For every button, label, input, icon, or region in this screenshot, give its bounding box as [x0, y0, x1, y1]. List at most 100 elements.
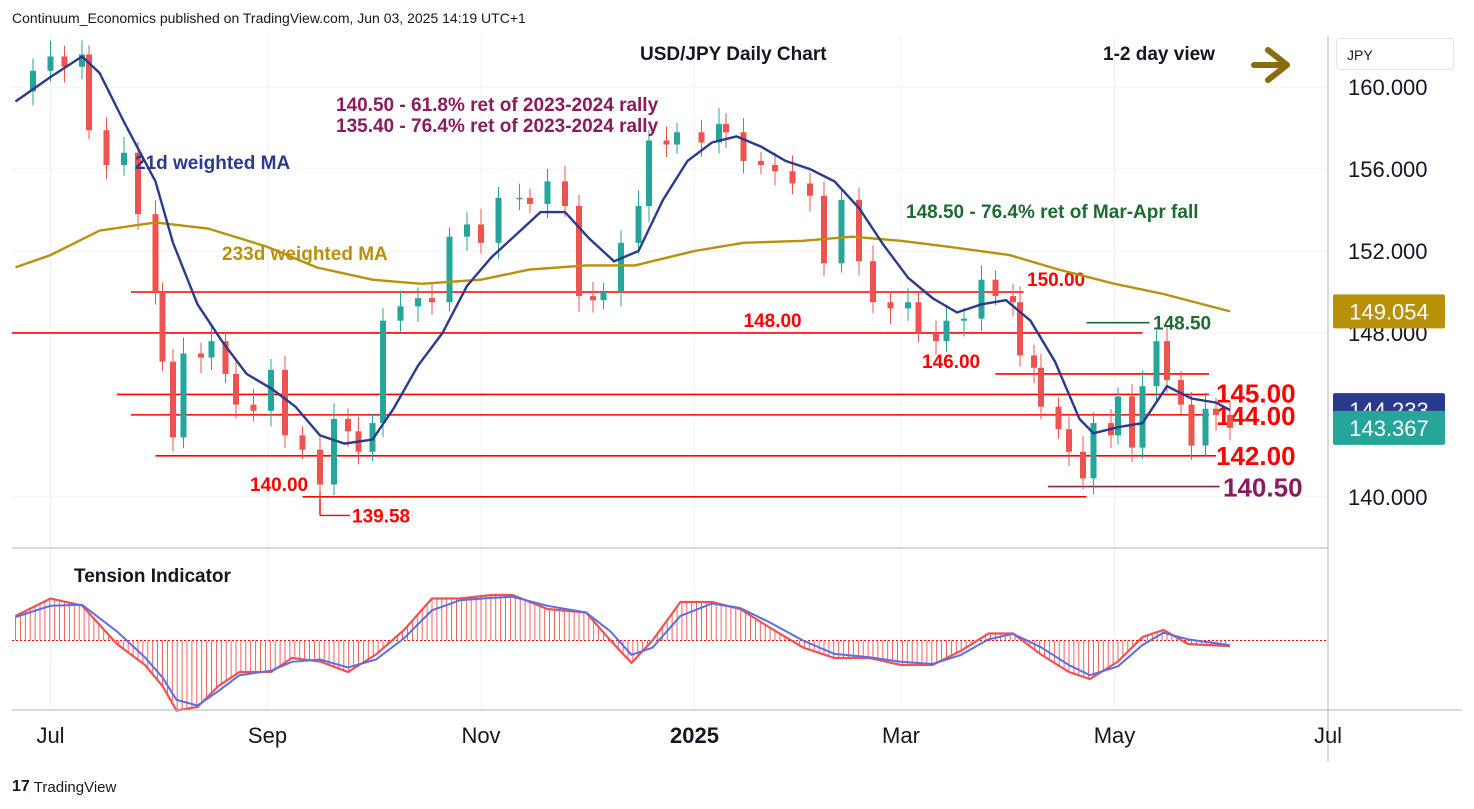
currency-button[interactable]: JPY	[1336, 38, 1454, 70]
tradingview-brand[interactable]: 17 TradingView	[12, 778, 116, 796]
support-resistance-levels: 150.00148.00146.00145.00144.00142.00140.…	[12, 270, 1303, 527]
candle-body	[1038, 367, 1044, 407]
candle-body	[86, 54, 92, 131]
candle	[464, 211, 470, 251]
candle-body	[464, 224, 470, 237]
candle	[331, 403, 337, 496]
candle-body	[121, 152, 127, 166]
candle-body	[135, 152, 141, 215]
candle-body	[1055, 406, 1062, 430]
candle	[915, 293, 922, 343]
right-arrow-icon	[1251, 47, 1290, 83]
candle	[1055, 397, 1062, 439]
candle	[516, 183, 523, 211]
candle	[576, 195, 582, 312]
candle-body	[198, 353, 204, 358]
candle	[1066, 416, 1072, 466]
level-label-146.00: 146.00	[922, 352, 980, 373]
candle-body	[1108, 423, 1114, 436]
candle-body	[1202, 408, 1209, 446]
candle-body	[646, 140, 652, 206]
level-label-148.50: 148.50	[1153, 314, 1211, 335]
candle-body	[79, 54, 85, 67]
candle-body	[1080, 451, 1086, 479]
candle-body	[905, 302, 911, 309]
candle-body	[1090, 423, 1097, 479]
candle-body	[576, 205, 582, 297]
candle	[86, 45, 92, 140]
candle	[1164, 327, 1170, 393]
candle-body	[740, 132, 747, 161]
candlesticks	[30, 40, 1233, 499]
candle	[933, 320, 939, 356]
candle-body	[887, 302, 894, 309]
candle	[1031, 344, 1037, 384]
candle-body	[807, 183, 813, 196]
candle-body	[415, 298, 421, 307]
candle	[887, 291, 894, 325]
candle	[380, 308, 386, 438]
candle-body	[789, 171, 796, 184]
candle	[905, 288, 911, 321]
candle	[355, 417, 362, 465]
candle	[299, 426, 306, 459]
candle-body	[495, 197, 502, 243]
candle-body	[369, 423, 376, 452]
annotation-4: 148.50 - 76.4% ret of Mar-Apr fall	[906, 202, 1199, 223]
candle	[61, 45, 68, 83]
candle-body	[562, 181, 568, 206]
candle	[856, 187, 862, 276]
price-label-text-last: 143.367	[1349, 416, 1429, 441]
candle-body	[527, 197, 533, 204]
x-tick-label: May	[1094, 723, 1136, 748]
candle-body	[1066, 429, 1072, 452]
candle	[79, 40, 85, 80]
candle	[415, 287, 421, 323]
candle-body	[170, 361, 176, 438]
candle	[821, 181, 827, 276]
candle	[992, 270, 999, 306]
candle	[789, 155, 796, 195]
candle	[544, 168, 551, 219]
candle-body	[674, 132, 680, 145]
candle-body	[397, 306, 404, 321]
candle-body	[723, 124, 729, 133]
candle	[527, 188, 533, 214]
candle-body	[30, 70, 36, 92]
x-tick-label: Jul	[1314, 723, 1342, 748]
candle	[1090, 412, 1097, 495]
candle	[1139, 370, 1146, 459]
candle	[1227, 400, 1233, 441]
candle	[716, 108, 722, 154]
candle-body	[47, 56, 54, 71]
price-label-ma233	[1333, 294, 1445, 329]
y-tick-label: 160.000	[1348, 75, 1428, 100]
candle	[1115, 387, 1121, 445]
candle-body	[1115, 396, 1121, 436]
candle	[723, 113, 729, 149]
candle	[698, 119, 705, 157]
candle	[600, 282, 607, 310]
candle-body	[446, 236, 453, 303]
candle	[807, 172, 813, 212]
candle-body	[208, 341, 215, 358]
candle-body	[590, 296, 596, 301]
candle-body	[544, 181, 551, 204]
candle-body	[698, 132, 705, 143]
candle	[618, 230, 624, 307]
candle	[674, 123, 680, 154]
candle-body	[915, 302, 922, 333]
candle	[30, 58, 36, 106]
candle	[478, 208, 484, 254]
candle	[317, 437, 323, 499]
candle-body	[233, 373, 239, 405]
level-label-144.00: 144.00	[1216, 401, 1296, 431]
candle	[446, 227, 453, 312]
candle	[208, 327, 215, 371]
brand-name: TradingView	[33, 778, 117, 796]
level-label-150.00: 150.00	[1027, 270, 1085, 291]
level-label-148.00: 148.00	[744, 311, 802, 332]
candle-body	[978, 279, 985, 319]
candle-body	[250, 404, 257, 411]
